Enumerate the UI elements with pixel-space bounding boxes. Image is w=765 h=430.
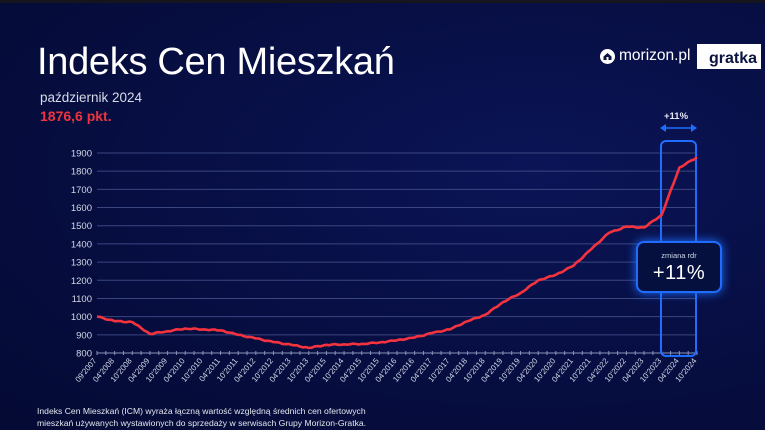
arrow-right-icon bbox=[691, 124, 697, 132]
footnote-line-1: Indeks Cen Mieszkań (ICM) wyraża łączną … bbox=[37, 406, 366, 416]
y-tick-label: 1200 bbox=[71, 276, 92, 287]
y-tick-label: 900 bbox=[76, 330, 92, 341]
series-line-icm bbox=[96, 156, 698, 350]
y-tick-label: 1600 bbox=[71, 203, 92, 214]
callout-label: zmiana rdr bbox=[661, 251, 697, 260]
y-tick-label: 1300 bbox=[71, 258, 92, 269]
gratka-logo: gratka bbox=[697, 44, 761, 69]
footnote-line-2: mieszkań używanych wystawionych do sprze… bbox=[37, 417, 367, 428]
period-label: październik 2024 bbox=[40, 90, 143, 105]
y-axis: 800 900 1000 1100 1200 1300 1400 1500 1600 1700 18… bbox=[71, 149, 92, 360]
callout-value: +11% bbox=[652, 262, 706, 284]
y-tick-label: 1800 bbox=[71, 167, 92, 178]
morizon-logo: morizon.pl bbox=[600, 47, 691, 65]
y-tick-label: 1000 bbox=[71, 312, 92, 323]
arrow-left-icon bbox=[660, 124, 666, 132]
page-title: Indeks Cen Mieszkań bbox=[37, 41, 395, 83]
footnote: Indeks Cen Mieszkań (ICM) wyraża łączną … bbox=[37, 406, 366, 429]
y-tick-label: 1500 bbox=[71, 221, 92, 232]
yoy-change-callout: zmiana rdr +11% bbox=[636, 241, 722, 293]
y-tick-label: 1400 bbox=[71, 239, 92, 250]
house-icon bbox=[600, 48, 615, 64]
window-top-bar bbox=[0, 0, 765, 3]
y-tick-label: 1900 bbox=[71, 149, 92, 160]
y-tick-label: 1100 bbox=[72, 294, 92, 305]
bracket-label: +11% bbox=[664, 111, 689, 122]
chart-gridlines bbox=[97, 152, 697, 354]
morizon-logo-text: morizon.pl bbox=[619, 47, 691, 64]
current-index-value: 1876,6 pkt. bbox=[40, 108, 112, 124]
highlight-bracket bbox=[660, 124, 697, 357]
x-axis: 09'200704'200810'200804'200910'200904'20… bbox=[73, 351, 699, 384]
y-tick-label: 800 bbox=[76, 349, 92, 360]
y-tick-label: 1700 bbox=[71, 185, 92, 196]
